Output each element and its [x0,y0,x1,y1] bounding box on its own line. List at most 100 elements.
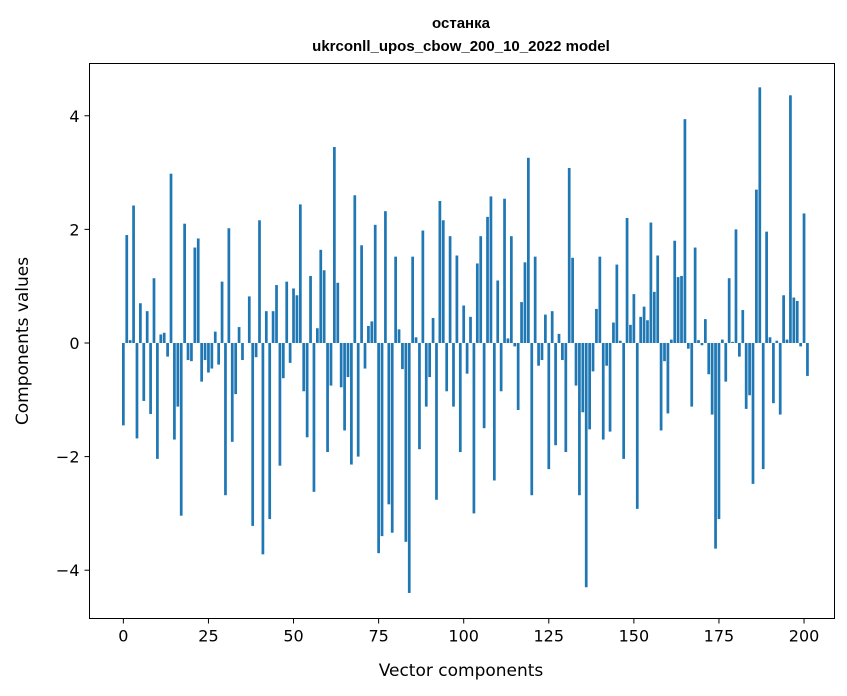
bar-34 [237,327,241,343]
bar-99 [458,342,462,453]
bar-39 [254,342,258,358]
bar-21 [193,247,197,343]
bar-88 [421,230,425,343]
bar-53 [302,342,306,392]
bar-115 [513,342,517,347]
bar-142 [605,342,609,366]
bar-157 [656,255,660,343]
y-tick-label: 4 [69,107,79,126]
bar-45 [275,285,278,343]
bar-170 [700,342,704,346]
bar-174 [714,342,717,549]
bar-57 [315,328,319,343]
bar-150 [632,294,636,343]
chart-title-line1: останка [432,15,491,32]
bar-198 [795,300,799,343]
bar-200 [802,213,806,343]
bar-98 [455,255,459,343]
bar-130 [564,342,568,453]
bar-71 [363,342,367,369]
bar-48 [285,281,289,343]
bar-162 [673,240,677,343]
bar-136 [584,342,588,588]
bar-169 [697,340,700,343]
bar-40 [258,220,261,343]
y-tick-label: −2 [56,448,80,467]
bar-155 [649,222,653,343]
bar-83 [404,342,408,542]
bar-3 [132,205,135,343]
bar-138 [591,342,595,372]
bar-84 [407,342,411,593]
bar-46 [278,342,282,466]
bar-168 [693,247,697,343]
bar-119 [527,157,530,343]
x-axis-ticks: 0 25 50 75 100 125 150 175 200 [118,618,819,646]
bar-132 [571,257,574,343]
bar-128 [557,333,561,343]
bar-178 [727,278,731,343]
bar-179 [731,341,734,343]
bar-80 [394,256,397,343]
bar-19 [186,342,190,361]
bar-163 [676,277,680,343]
bar-8 [149,342,152,414]
bar-94 [441,220,445,343]
bar-131 [567,168,571,343]
bar-23 [200,342,204,382]
bar-126 [550,311,554,343]
x-tick-label: 0 [118,627,128,646]
bar-187 [758,87,762,343]
bar-16 [176,342,180,407]
bar-190 [768,337,772,343]
bar-38 [251,342,255,526]
bar-7 [145,311,149,343]
bar-6 [142,342,146,401]
bar-24 [203,342,207,361]
bar-197 [792,297,796,343]
bar-69 [356,342,360,457]
bar-146 [618,340,622,343]
bar-166 [686,342,690,349]
bar-117 [520,302,523,343]
bar-89 [424,342,428,407]
bar-31 [227,228,231,343]
bar-33 [234,342,238,395]
bar-77 [384,211,387,343]
bar-25 [207,342,210,373]
bar-108 [489,196,493,343]
bar-154 [646,320,649,343]
bar-143 [608,342,612,432]
bar-156 [652,291,656,343]
bar-67 [350,342,353,465]
x-tick-label: 100 [448,627,479,646]
bar-182 [741,310,745,343]
bar-20 [190,342,193,362]
bar-184 [748,342,751,396]
y-tick-label: −4 [56,561,80,580]
bar-2 [128,340,132,343]
bar-1 [125,235,129,343]
bar-173 [710,342,714,415]
bar-92 [435,342,438,500]
bar-62 [333,147,336,343]
bar-116 [516,342,520,411]
bar-102 [469,316,472,343]
y-tick-label: 2 [69,220,79,239]
y-axis-label: Components values [13,257,33,425]
bar-47 [281,342,285,379]
bar-56 [312,342,316,492]
bar-15 [173,342,176,440]
bar-104 [475,263,479,343]
bar-113 [506,338,510,343]
bar-100 [462,305,466,343]
bar-120 [530,342,534,496]
bar-110 [496,280,500,343]
bar-167 [690,342,694,407]
bar-160 [666,342,670,414]
bar-109 [492,342,496,481]
bar-122 [537,342,540,366]
bar-188 [761,342,765,470]
bar-85 [411,256,415,343]
bar-112 [503,198,506,343]
